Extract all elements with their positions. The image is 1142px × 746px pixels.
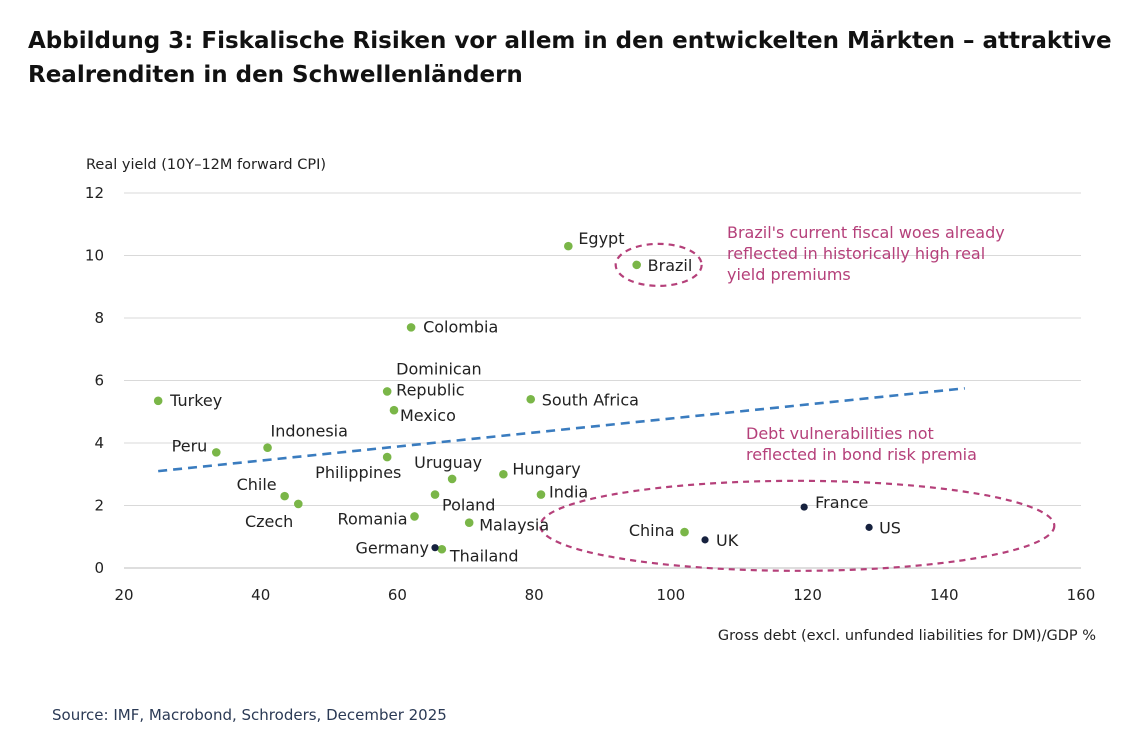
- point-us: [865, 523, 873, 531]
- label-france: France: [815, 493, 868, 512]
- y-tick-label: 6: [94, 372, 104, 390]
- point-turkey: [153, 396, 163, 406]
- label-china: China: [629, 521, 675, 540]
- label-czech: Czech: [245, 512, 293, 531]
- point-france: [800, 503, 808, 511]
- trendline: [158, 387, 965, 473]
- trendline-group: [158, 387, 965, 473]
- highlight-ellipses: [539, 242, 1056, 572]
- label-south-africa: South Africa: [542, 390, 639, 409]
- data-points: [153, 241, 873, 554]
- point-dominican-republic: [382, 387, 392, 396]
- label-india: India: [549, 483, 588, 502]
- point-mexico: [389, 405, 399, 415]
- annotations: Brazil's current fiscal woes already refl…: [727, 223, 1005, 464]
- point-chile: [280, 491, 289, 501]
- label-turkey: Turkey: [169, 391, 222, 410]
- annotation-brazil: Brazil's current fiscal woes already refl…: [727, 223, 1005, 284]
- label-uk: UK: [716, 531, 739, 550]
- annotation-dm: Debt vulnerabilities not reflected in bon…: [746, 424, 977, 464]
- point-india: [536, 490, 546, 499]
- point-uruguay: [447, 474, 457, 484]
- label-poland: Poland: [442, 496, 495, 515]
- label-thailand: Thailand: [449, 546, 519, 565]
- x-tick-label: 40: [251, 586, 270, 604]
- point-czech: [294, 499, 303, 509]
- point-romania: [410, 512, 419, 521]
- axis-ticks: 0 2 4 6 8 10 12 20 40 60 80 100 120 140 160: [85, 184, 1095, 604]
- point-labels: Turkey Peru Indonesia Chile Czech Dominican Re…: [169, 229, 901, 565]
- point-peru: [211, 448, 221, 457]
- label-romania: Romania: [338, 509, 408, 528]
- point-china: [680, 527, 689, 537]
- point-indonesia: [263, 443, 272, 452]
- x-tick-label: 20: [114, 586, 133, 604]
- label-brazil: Brazil: [648, 256, 693, 275]
- x-tick-label: 60: [388, 586, 407, 604]
- y-tick-label: 2: [94, 497, 104, 515]
- y-tick-label: 8: [94, 309, 104, 327]
- x-tick-label: 140: [930, 586, 959, 604]
- point-germany: [431, 544, 439, 552]
- point-brazil: [632, 260, 641, 270]
- label-peru: Peru: [172, 436, 208, 455]
- dm-highlight-ellipse: [539, 479, 1056, 572]
- label-colombia: Colombia: [423, 317, 498, 336]
- source-note: Source: IMF, Macrobond, Schroders, Decem…: [52, 706, 447, 724]
- x-tick-label: 100: [657, 586, 686, 604]
- label-hungary: Hungary: [512, 459, 580, 478]
- label-malaysia: Malaysia: [479, 516, 549, 535]
- point-poland: [430, 490, 440, 499]
- label-dominican-republic: Dominican Republic: [396, 359, 481, 399]
- label-philippines: Philippines: [315, 463, 401, 482]
- y-tick-label: 12: [85, 184, 104, 202]
- point-egypt: [564, 241, 573, 251]
- point-uk: [701, 536, 709, 544]
- y-tick-label: 0: [94, 559, 104, 577]
- label-egypt: Egypt: [578, 229, 624, 248]
- label-germany: Germany: [355, 539, 429, 558]
- x-tick-label: 120: [793, 586, 822, 604]
- label-chile: Chile: [237, 475, 277, 494]
- point-south-africa: [526, 394, 536, 404]
- x-tick-label: 160: [1067, 586, 1096, 604]
- gridlines: [124, 192, 1081, 569]
- point-malaysia: [464, 518, 474, 527]
- y-tick-label: 4: [94, 434, 104, 452]
- chart-title: Abbildung 3: Fiskalische Risiken vor all…: [28, 28, 1112, 88]
- brazil-highlight-ellipse: [614, 242, 703, 287]
- y-axis-label: Real yield (10Y–12M forward CPI): [86, 157, 326, 173]
- label-mexico: Mexico: [400, 406, 456, 425]
- point-philippines: [382, 452, 392, 462]
- x-tick-label: 80: [525, 586, 544, 604]
- label-indonesia: Indonesia: [271, 422, 348, 441]
- x-axis-label: Gross debt (excl. unfunded liabilities f…: [718, 628, 1096, 644]
- point-thailand: [437, 544, 447, 554]
- label-uruguay: Uruguay: [414, 453, 482, 472]
- point-hungary: [499, 469, 508, 479]
- point-colombia: [406, 323, 416, 332]
- label-us: US: [879, 518, 901, 537]
- y-tick-label: 10: [85, 247, 104, 265]
